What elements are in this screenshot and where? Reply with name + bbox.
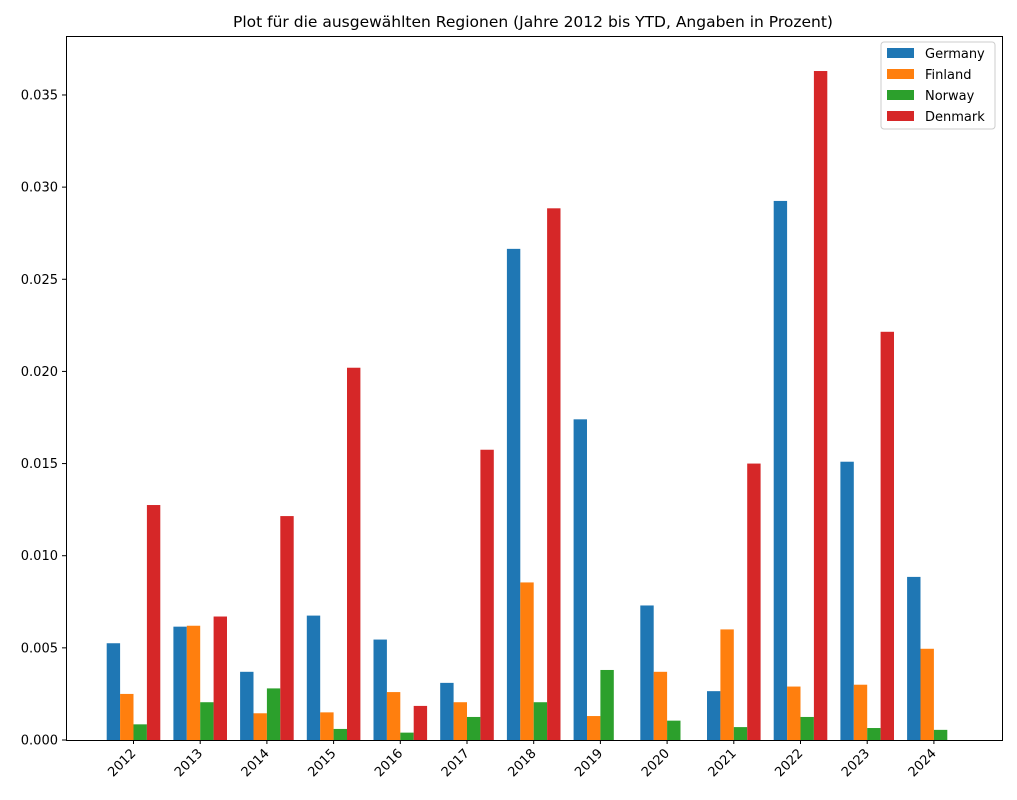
legend-swatch-germany	[887, 48, 914, 58]
bar-germany-2013	[173, 626, 187, 740]
bar-germany-2023	[840, 461, 854, 740]
bar-finland-2023	[853, 684, 868, 740]
bar-denmark-2022	[813, 71, 828, 740]
bar-norway-2014	[266, 688, 281, 740]
x-tick-label: 2012	[105, 746, 139, 780]
bar-finland-2017	[453, 702, 467, 740]
legend: Germany Finland Norway Denmark	[880, 41, 996, 130]
bar-denmark-2016	[413, 705, 428, 740]
bar-finland-2012	[120, 693, 134, 740]
legend-swatch-norway	[887, 90, 914, 100]
bar-germany-2024	[907, 576, 921, 740]
y-tick-label: 0.025	[21, 273, 58, 288]
bar-norway-2016	[400, 732, 414, 740]
bar-germany-2020	[640, 605, 654, 740]
bar-norway-2018	[533, 702, 548, 740]
bar-germany-2017	[440, 682, 454, 740]
bar-finland-2022	[787, 686, 801, 740]
y-tick-label: 0.015	[21, 457, 58, 472]
bar-denmark-2014	[280, 516, 294, 740]
plot-frame	[66, 36, 1003, 741]
legend-swatch-denmark	[887, 111, 914, 121]
legend-label-denmark: Denmark	[925, 110, 985, 125]
x-tick-label: 2022	[772, 746, 806, 780]
bar-finland-2015	[320, 712, 334, 740]
bar-norway-2024	[933, 729, 948, 740]
bar-norway-2022	[800, 716, 814, 740]
bar-finland-2021	[720, 629, 734, 740]
bar-finland-2016	[386, 692, 401, 740]
bar-denmark-2012	[146, 505, 161, 740]
x-tick-label: 2020	[639, 746, 673, 780]
bar-germany-2015	[306, 615, 321, 740]
bar-germany-2016	[373, 639, 387, 740]
x-tick-label: 2024	[906, 746, 940, 780]
x-tick-label: 2015	[305, 746, 339, 780]
legend-swatch-finland	[887, 69, 914, 79]
bar-finland-2018	[520, 582, 534, 740]
bar-denmark-2023	[880, 331, 894, 740]
bar-norway-2023	[867, 728, 881, 740]
bar-norway-2012	[133, 724, 147, 740]
y-tick-label: 0.010	[21, 549, 58, 564]
x-tick-label: 2021	[706, 746, 740, 780]
bar-norway-2015	[333, 728, 347, 740]
y-tick-label: 0.000	[21, 734, 58, 749]
bar-denmark-2015	[347, 367, 361, 740]
x-tick-label: 2013	[172, 746, 206, 780]
bar-germany-2014	[240, 671, 254, 740]
bar-denmark-2017	[480, 449, 494, 740]
bar-finland-2020	[653, 671, 668, 740]
bar-denmark-2018	[547, 208, 561, 740]
chart-title: Plot für die ausgewählten Regionen (Jahr…	[233, 13, 833, 31]
bar-germany-2021	[707, 691, 721, 740]
bar-finland-2019	[587, 716, 601, 740]
bar-norway-2013	[200, 702, 214, 740]
bar-germany-2018	[506, 248, 521, 741]
bar-germany-2019	[573, 419, 587, 740]
x-tick-label: 2014	[239, 746, 273, 780]
bar-germany-2012	[106, 643, 121, 740]
x-tick-label: 2018	[506, 746, 540, 780]
y-tick-label: 0.005	[21, 641, 58, 656]
x-tick-label: 2017	[439, 746, 473, 780]
y-tick-label: 0.035	[21, 88, 58, 103]
legend-box	[880, 41, 996, 130]
x-tick-label: 2016	[372, 746, 406, 780]
legend-label-finland: Finland	[925, 68, 971, 83]
bar-denmark-2021	[747, 463, 761, 740]
y-tick-label: 0.020	[21, 365, 58, 380]
bar-norway-2019	[600, 669, 614, 740]
bar-finland-2024	[920, 648, 934, 740]
legend-label-germany: Germany	[925, 47, 985, 62]
legend-label-norway: Norway	[925, 89, 975, 104]
bar-denmark-2013	[213, 616, 227, 740]
y-tick-label: 0.030	[21, 181, 58, 196]
bar-norway-2017	[467, 716, 481, 740]
bar-norway-2020	[667, 720, 681, 740]
bar-norway-2021	[733, 727, 748, 740]
bars-layer	[106, 71, 948, 741]
bar-finland-2013	[186, 625, 201, 740]
bar-finland-2014	[253, 713, 267, 740]
x-tick-label: 2023	[839, 746, 873, 780]
x-tick-label: 2019	[572, 746, 606, 780]
bar-germany-2022	[773, 200, 788, 740]
